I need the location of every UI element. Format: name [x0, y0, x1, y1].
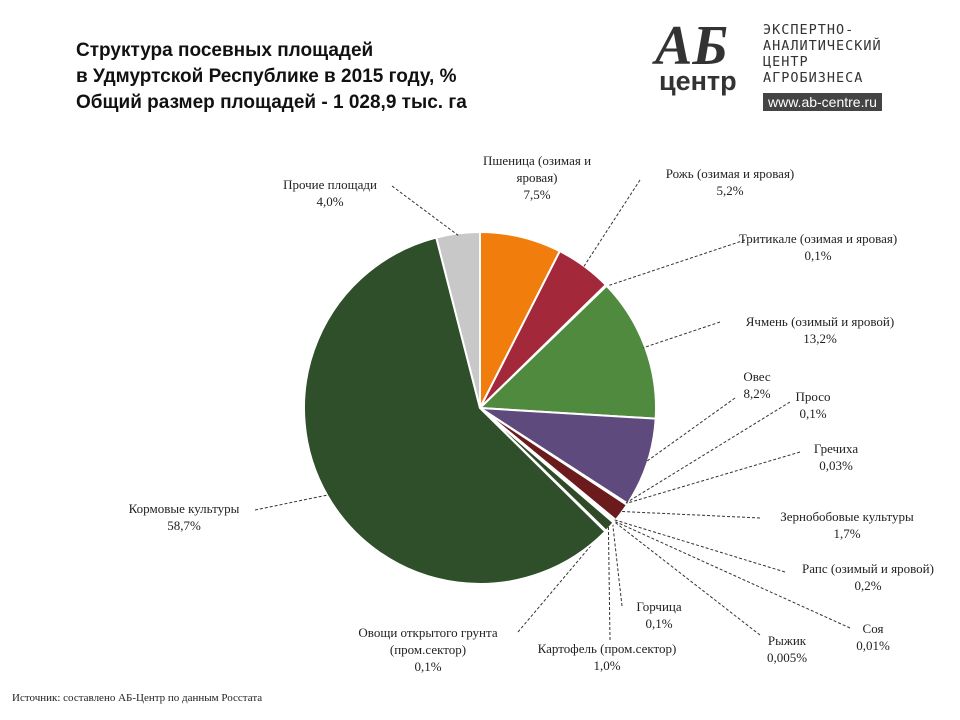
- category-label: Тритикале (озимая и яровая): [738, 231, 898, 246]
- category-label: Кормовые культуры: [128, 501, 240, 516]
- logo-sub: центр: [659, 66, 737, 96]
- value-label: 13,2%: [803, 331, 837, 346]
- data-label: Горчица 0,1%: [619, 598, 699, 632]
- value-label: 58,7%: [167, 518, 201, 533]
- data-label: Зернобобовые культуры 1,7%: [747, 508, 947, 542]
- data-label: Рапс (озимый и яровой) 0,2%: [768, 560, 960, 594]
- title: Структура посевных площадей в Удмуртской…: [76, 38, 467, 116]
- logo-line: АНАЛИТИЧЕСКИЙ: [763, 38, 882, 54]
- pie-slice: [303, 236, 607, 585]
- data-label: Овощи открытого грунта (пром.сектор) 0,1%: [343, 624, 513, 675]
- pie-slice: [477, 284, 657, 420]
- category-label: Ячмень (озимый и яровой): [745, 314, 895, 329]
- leader-line: [604, 239, 746, 288]
- category-label: Овес: [743, 369, 771, 384]
- value-label: 0,01%: [856, 638, 890, 653]
- value-label: 1,7%: [833, 526, 861, 541]
- category-label: Пшеница (озимая и яровая): [482, 153, 592, 185]
- logo-mark: АБ: [655, 15, 728, 77]
- leader-line: [625, 451, 801, 505]
- value-label: 1,0%: [593, 658, 621, 673]
- category-label: Рожь (озимая и яровая): [665, 166, 795, 181]
- data-label: Кормовые культуры 58,7%: [104, 500, 264, 534]
- value-label: 0,1%: [799, 406, 827, 421]
- logo-line: АГРОБИЗНЕСА: [763, 70, 864, 86]
- title-line: в Удмуртской Республике в 2015 году, %: [76, 66, 457, 87]
- value-label: 0,1%: [645, 616, 673, 631]
- data-label: Рожь (озимая и яровая) 5,2%: [620, 165, 840, 199]
- leader-line: [517, 529, 605, 633]
- leader-line: [643, 321, 721, 349]
- leader-line: [254, 494, 330, 511]
- leader-line: [611, 520, 623, 607]
- leader-line: [619, 510, 761, 519]
- category-label: Зернобобовые культуры: [780, 509, 914, 524]
- value-label: 0,1%: [804, 248, 832, 263]
- leader-line: [391, 185, 459, 236]
- leader-line: [582, 179, 641, 269]
- value-label: 0,1%: [414, 659, 442, 674]
- logo-line: ЦЕНТР: [763, 54, 809, 70]
- category-label: Горчица: [636, 599, 682, 614]
- pie-slice: [435, 230, 481, 409]
- title-line: Структура посевных площадей: [76, 40, 374, 61]
- data-label: Просо 0,1%: [783, 388, 843, 422]
- leader-line: [645, 397, 736, 463]
- category-label: Гречиха: [813, 441, 859, 456]
- category-label: Картофель (пром.сектор): [537, 641, 677, 656]
- data-label: Овес 8,2%: [727, 368, 787, 402]
- data-label: Тритикале (озимая и яровая) 0,1%: [736, 230, 901, 264]
- data-label: Картофель (пром.сектор) 1,0%: [507, 640, 707, 674]
- category-label: Овощи открытого грунта (пром.сектор): [358, 625, 498, 657]
- data-label: Рыжик 0,005%: [752, 632, 822, 666]
- pie-slice: [476, 406, 657, 506]
- leader-line: [612, 519, 851, 629]
- logo: АБ центр ЭКСПЕРТНО- АНАЛИТИЧЕСКИЙ ЦЕНТР …: [655, 15, 925, 115]
- source: Источник: составлено АБ-Центр по данным …: [12, 692, 263, 704]
- leader-line: [607, 525, 611, 641]
- category-label: Просо: [795, 389, 831, 404]
- leader-line: [625, 401, 791, 504]
- category-label: Прочие площади: [283, 177, 377, 192]
- data-label: Пшеница (озимая и яровая) 7,5%: [462, 152, 612, 203]
- data-label: Ячмень (озимый и яровой) 13,2%: [705, 313, 935, 347]
- logo-text: ЭКСПЕРТНО- АНАЛИТИЧЕСКИЙ ЦЕНТР АГРОБИЗНЕ…: [763, 22, 882, 86]
- category-label: Рапс (озимый и яровой): [802, 561, 934, 576]
- data-label: Прочие площади 4,0%: [255, 176, 405, 210]
- value-label: 7,5%: [523, 187, 551, 202]
- data-label: Гречиха 0,03%: [796, 440, 876, 474]
- value-label: 0,03%: [819, 458, 853, 473]
- value-label: 4,0%: [316, 194, 344, 209]
- logo-line: ЭКСПЕРТНО-: [763, 22, 855, 38]
- value-label: 0,2%: [854, 578, 882, 593]
- leader-line: [612, 520, 761, 636]
- value-label: 0,005%: [766, 650, 808, 665]
- category-label: Рыжик: [767, 633, 807, 648]
- value-label: 5,2%: [716, 183, 744, 198]
- subtitle: Общий размер площадей - 1 028,9 тыс. га: [76, 92, 467, 113]
- category-label: Соя: [862, 621, 884, 636]
- value-label: 8,2%: [743, 386, 771, 401]
- logo-url: www.ab-centre.ru: [763, 93, 882, 111]
- data-label: Соя 0,01%: [843, 620, 903, 654]
